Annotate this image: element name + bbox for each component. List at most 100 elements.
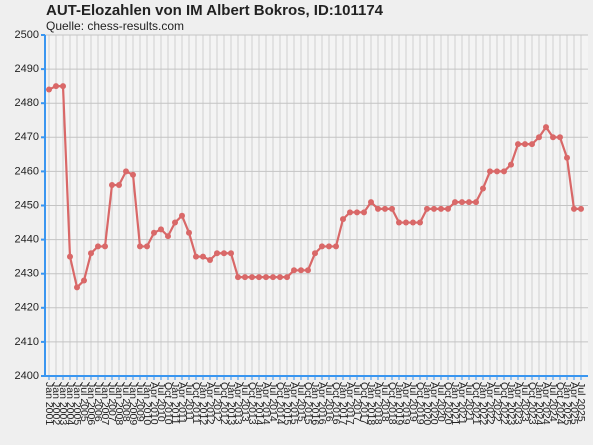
point: [466, 199, 472, 206]
x-tick-label: Apr 2010: [148, 382, 160, 425]
y-tick-label: 2400: [15, 370, 39, 382]
point: [543, 124, 549, 131]
x-tick-label: Oct 2013: [246, 382, 258, 425]
point: [529, 141, 535, 148]
point: [571, 205, 577, 212]
x-tick-label: Jul 2014: [267, 382, 279, 422]
point: [235, 274, 241, 281]
point: [382, 205, 388, 212]
point: [445, 205, 451, 212]
x-tick-label: Apr 2014: [260, 382, 272, 425]
x-tick-label: Jul 2017: [351, 382, 363, 422]
x-tick-label: Jul 2018: [379, 382, 391, 422]
y-tick-label: 2440: [15, 234, 39, 246]
point: [102, 243, 108, 250]
x-tick-label: Jan 2024: [533, 382, 545, 425]
point: [403, 219, 409, 226]
point: [228, 250, 234, 257]
x-tick-label: Jan 2020: [421, 382, 433, 425]
x-tick-label: Oct 2020: [442, 382, 454, 425]
x-tick-label: Oct 2021: [470, 382, 482, 425]
point: [550, 134, 556, 141]
point: [536, 134, 542, 141]
point: [186, 229, 192, 236]
y-tick-label: 2500: [15, 29, 39, 41]
x-tick-label: Jan 2013: [225, 382, 237, 425]
point: [81, 277, 87, 284]
x-tick-label: Jul 2023: [519, 382, 531, 422]
x-tick-label: Jan 2008: [113, 382, 125, 425]
point: [417, 219, 423, 226]
x-tick-label: Oct 2015: [302, 382, 314, 425]
x-tick-label: Oct 2010: [162, 382, 174, 425]
x-tick-label: Jul 2015: [295, 382, 307, 422]
y-tick-label: 2450: [15, 199, 39, 211]
x-tick-label: Oct 2023: [526, 382, 538, 425]
x-tick-label: Apr 2020: [428, 382, 440, 425]
x-tick-label: Jan 2016: [309, 382, 321, 425]
x-tick-label: Jan 2007: [99, 382, 111, 425]
point: [123, 168, 129, 175]
x-tick-label: Apr 2019: [400, 382, 412, 425]
point: [333, 243, 339, 250]
x-tick-label: Jan 2005: [71, 382, 83, 425]
x-tick-label: Jan 2011: [169, 382, 181, 425]
x-tick-label: Jan 2022: [477, 382, 489, 425]
x-tick-label: Jan 2015: [281, 382, 293, 425]
x-tick-label: Jan 2017: [337, 382, 349, 425]
point: [74, 284, 80, 291]
point: [396, 219, 402, 226]
point: [270, 274, 276, 281]
point: [109, 182, 115, 189]
x-tick-label: Oct 2011: [190, 382, 202, 424]
x-tick-label: Oct 2019: [414, 382, 426, 425]
point: [557, 134, 563, 141]
x-tick-label: Jan 2004: [64, 382, 76, 425]
x-tick-label: Jul 2011: [183, 382, 195, 421]
y-tick-label: 2410: [15, 336, 39, 348]
y-tick-label: 2430: [15, 268, 39, 280]
x-tick-label: Jul 2005: [78, 382, 90, 422]
x-tick-label: Jul 2012: [211, 382, 223, 422]
point: [501, 168, 507, 175]
x-tick-label: Jul 2021: [463, 382, 475, 422]
point: [438, 205, 444, 212]
x-tick-label: Jul 2022: [491, 382, 503, 422]
x-tick-label: Oct 2014: [274, 382, 286, 425]
point: [137, 243, 143, 250]
x-tick-label: Jul 2013: [239, 382, 251, 422]
point: [410, 219, 416, 226]
point: [487, 168, 493, 175]
point: [193, 253, 199, 260]
x-tick-label: Jan 2010: [141, 382, 153, 425]
x-tick-label: Jul 2010: [155, 382, 167, 422]
x-tick-label: Jul 2025: [575, 382, 587, 422]
chart-title: AUT-Elozahlen von IM Albert Bokros, ID:1…: [46, 2, 384, 19]
x-tick-label: Jan 2006: [85, 382, 97, 425]
point: [431, 205, 437, 212]
point: [368, 199, 374, 206]
point: [242, 274, 248, 281]
point: [116, 182, 122, 189]
point: [158, 226, 164, 233]
x-tick-label: Apr 2022: [484, 382, 496, 425]
point: [452, 199, 458, 206]
point: [326, 243, 332, 250]
x-tick-label: Oct 2016: [330, 382, 342, 425]
point: [578, 205, 584, 212]
point: [291, 267, 297, 274]
x-tick-label: Jul 2007: [106, 382, 118, 422]
x-tick-label: Jan 2012: [197, 382, 209, 425]
point: [60, 83, 66, 90]
point: [53, 83, 59, 90]
x-tick-label: Apr 2021: [456, 382, 468, 425]
x-tick-label: Jul 2016: [323, 382, 335, 422]
x-tick-label: Jan 2021: [449, 382, 461, 425]
point: [249, 274, 255, 281]
point: [375, 205, 381, 212]
point: [263, 274, 269, 281]
x-tick-label: Jan 2025: [561, 382, 573, 425]
point: [564, 154, 570, 161]
x-tick-label: Jan 2018: [365, 382, 377, 425]
point: [67, 253, 73, 260]
